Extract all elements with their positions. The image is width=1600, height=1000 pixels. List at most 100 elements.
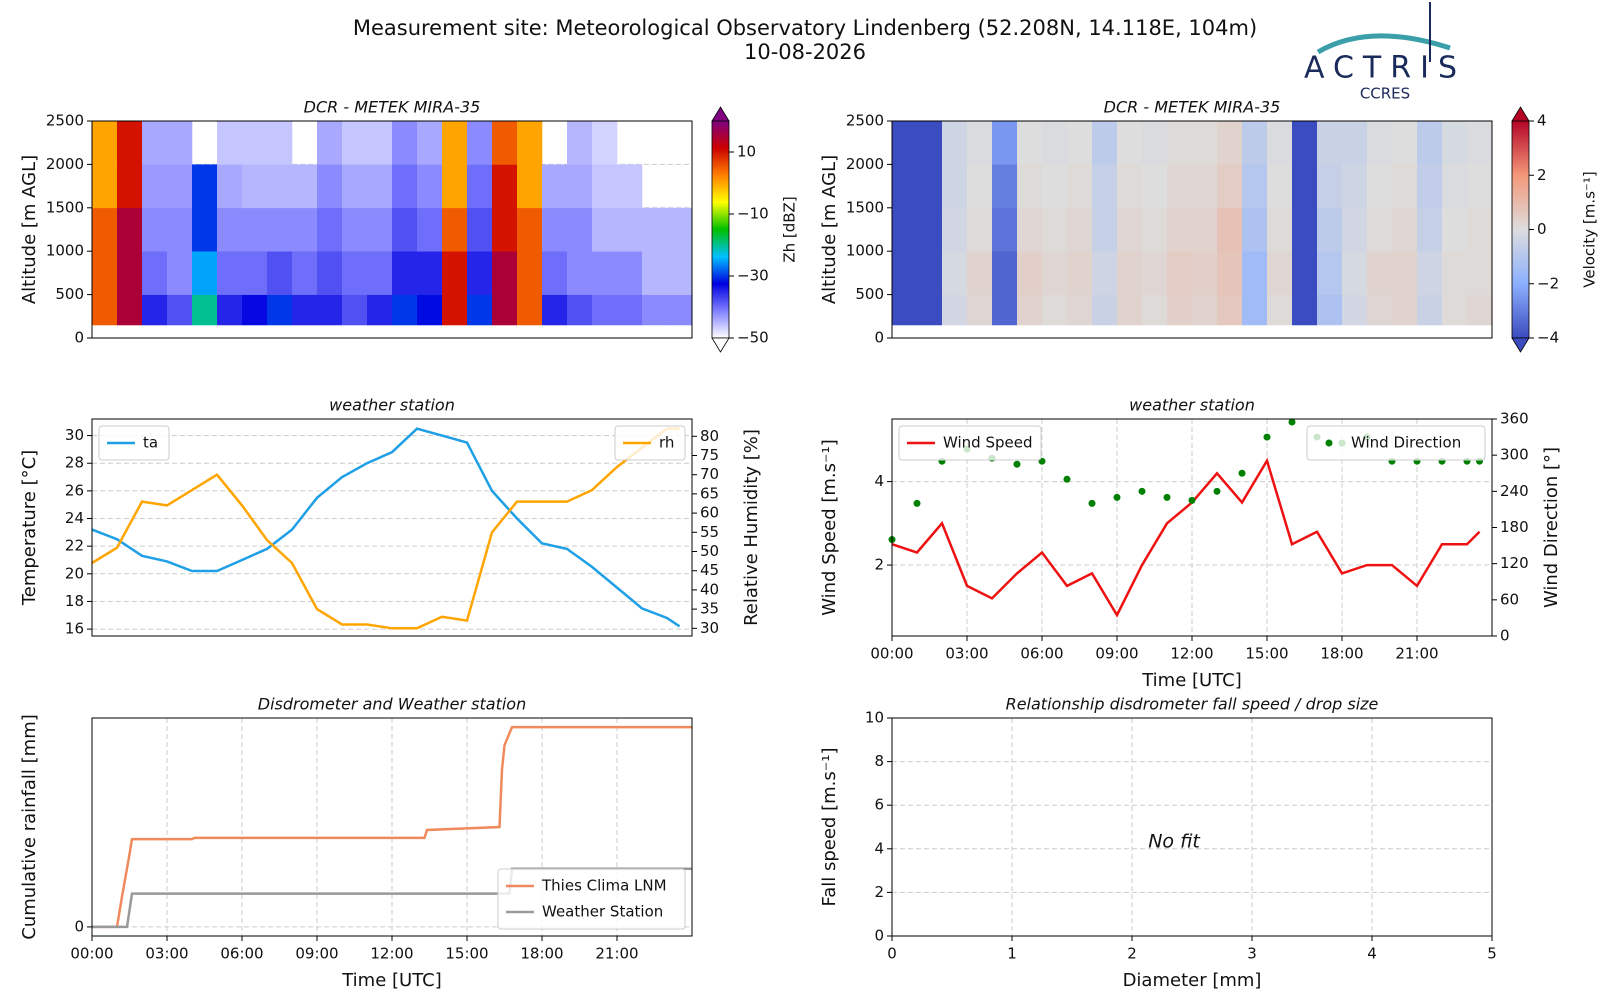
heatmap-cell xyxy=(617,164,643,209)
heatmap-cell xyxy=(1117,251,1143,295)
heatmap-cell xyxy=(1192,121,1218,165)
x-tick-label: 1 xyxy=(1007,945,1017,963)
panel-title: DCR - METEK MIRA-35 xyxy=(304,98,481,117)
heatmap-cell xyxy=(492,294,518,326)
heatmap-cell xyxy=(1267,294,1293,326)
heatmap-cell xyxy=(117,121,143,165)
marker xyxy=(1138,487,1146,495)
heatmap-cell xyxy=(1167,294,1193,326)
heatmap-cell xyxy=(267,251,293,295)
heatmap-cell xyxy=(1117,294,1143,326)
y2-axis-label: Relative Humidity [%] xyxy=(741,429,762,626)
heatmap-cell xyxy=(1067,251,1093,295)
y2-tick-label: 60 xyxy=(1500,590,1519,608)
heatmap-cell xyxy=(242,251,268,295)
x-tick-label: 3 xyxy=(1247,945,1257,963)
heatmap-cell xyxy=(567,294,593,326)
marker xyxy=(1063,475,1071,483)
heatmap-cell xyxy=(967,207,993,252)
heatmap-cell xyxy=(392,251,418,295)
colorbar-tick-label: 4 xyxy=(1537,112,1547,130)
colorbar-tick-label: −4 xyxy=(1537,329,1559,347)
heatmap-cell xyxy=(317,207,343,252)
heatmap-cell xyxy=(267,164,293,209)
panel: Relationship disdrometer fall speed / dr… xyxy=(819,695,1497,992)
heatmap-cell xyxy=(917,251,943,295)
marker xyxy=(1263,433,1271,441)
y2-tick-label: 55 xyxy=(700,523,719,541)
colorbar-extend xyxy=(1511,337,1530,353)
heatmap-cell xyxy=(217,121,243,165)
heatmap-cell xyxy=(1292,121,1318,165)
colorbar-label: Velocity [m.s⁻¹] xyxy=(1581,171,1599,287)
heatmap-cell xyxy=(367,121,393,165)
heatmap-cell xyxy=(1392,251,1418,295)
heatmap-cell xyxy=(467,251,493,295)
heatmap-cell xyxy=(592,294,618,326)
y-axis-label: Temperature [°C] xyxy=(19,450,40,606)
heatmap-cell xyxy=(542,207,568,252)
line xyxy=(92,725,692,929)
x-tick-label: 03:00 xyxy=(945,645,988,663)
panel-title: DCR - METEK MIRA-35 xyxy=(1104,98,1281,117)
heatmap-cell xyxy=(392,164,418,209)
panel-title: weather station xyxy=(1129,396,1255,415)
x-axis-label: Diameter [mm] xyxy=(1123,970,1262,991)
heatmap-cell xyxy=(92,164,118,209)
heatmap-cell xyxy=(1367,207,1393,252)
heatmap-cell xyxy=(342,121,368,165)
heatmap-cell xyxy=(1367,294,1393,326)
colorbar-tick-label: 2 xyxy=(1537,166,1547,184)
heatmap-cell xyxy=(1467,207,1493,252)
y2-tick-label: 120 xyxy=(1500,554,1529,572)
y-tick-label: 18 xyxy=(65,592,84,610)
heatmap-cell xyxy=(1267,207,1293,252)
heatmap-cell xyxy=(1042,164,1068,209)
y-tick-label: 1500 xyxy=(846,198,884,216)
heatmap-cell xyxy=(1417,251,1443,295)
heatmap-cell xyxy=(1317,294,1343,326)
heatmap-cell xyxy=(967,121,993,165)
panel: DCR - METEK MIRA-35 Altitude [m AGL] 0 500 1… xyxy=(819,98,1599,353)
logo: ACTRIS CCRES xyxy=(1304,2,1457,103)
heatmap-cell xyxy=(217,294,243,326)
heatmap-cell xyxy=(517,294,543,326)
y-tick-label: 0 xyxy=(74,917,84,935)
y2-tick-label: 75 xyxy=(700,446,719,464)
heatmap-cell xyxy=(942,164,968,209)
heatmap-cell xyxy=(1017,251,1043,295)
heatmap-cell xyxy=(617,207,643,252)
plot-frame xyxy=(891,418,1493,637)
heatmap-cell xyxy=(1217,121,1243,165)
heatmap-cell xyxy=(92,207,118,252)
x-tick-label: 00:00 xyxy=(870,645,913,663)
heatmap-cell xyxy=(1017,164,1043,209)
heatmap-cell xyxy=(1067,207,1093,252)
heatmap-cell xyxy=(292,294,318,326)
colorbar-extend xyxy=(1511,106,1530,122)
y-tick-label: 4 xyxy=(874,472,884,490)
y-tick-label: 6 xyxy=(874,796,884,814)
heatmap-cell xyxy=(142,207,168,252)
logo-subtext: CCRES xyxy=(1360,85,1410,103)
colorbar-tick-label: 10 xyxy=(737,143,756,161)
y-tick-label: 0 xyxy=(874,329,884,347)
marker xyxy=(913,499,921,507)
heatmap-cell xyxy=(342,164,368,209)
heatmap-cell xyxy=(367,207,393,252)
heatmap-cell xyxy=(217,207,243,252)
heatmap-cell xyxy=(117,164,143,209)
heatmap-cell xyxy=(1092,251,1118,295)
heatmap-cell xyxy=(542,164,568,209)
heatmap-cell xyxy=(967,294,993,326)
logo-arc xyxy=(1316,33,1451,55)
heatmap-cell xyxy=(1017,207,1043,252)
heatmap-cell xyxy=(1417,121,1443,165)
heatmap-cell xyxy=(1217,164,1243,209)
y2-tick-label: 300 xyxy=(1500,446,1529,464)
colorbar xyxy=(711,120,730,339)
y-tick-label: 22 xyxy=(65,537,84,555)
legend-swatch xyxy=(1325,439,1333,447)
heatmap-cell xyxy=(967,251,993,295)
heatmap-cell xyxy=(192,294,218,326)
